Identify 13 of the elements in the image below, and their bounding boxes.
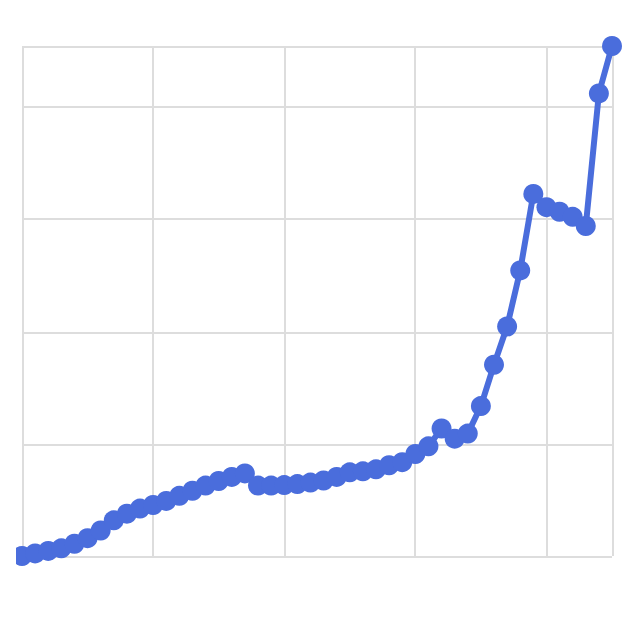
point bbox=[523, 183, 544, 204]
point bbox=[457, 423, 478, 444]
point bbox=[431, 418, 452, 439]
point bbox=[90, 520, 111, 541]
point bbox=[470, 396, 491, 417]
point bbox=[602, 36, 622, 56]
point bbox=[234, 463, 255, 484]
point bbox=[484, 354, 504, 375]
point bbox=[418, 436, 439, 457]
point bbox=[588, 83, 609, 104]
point bbox=[510, 260, 531, 281]
point bbox=[497, 316, 518, 337]
point bbox=[575, 216, 596, 237]
